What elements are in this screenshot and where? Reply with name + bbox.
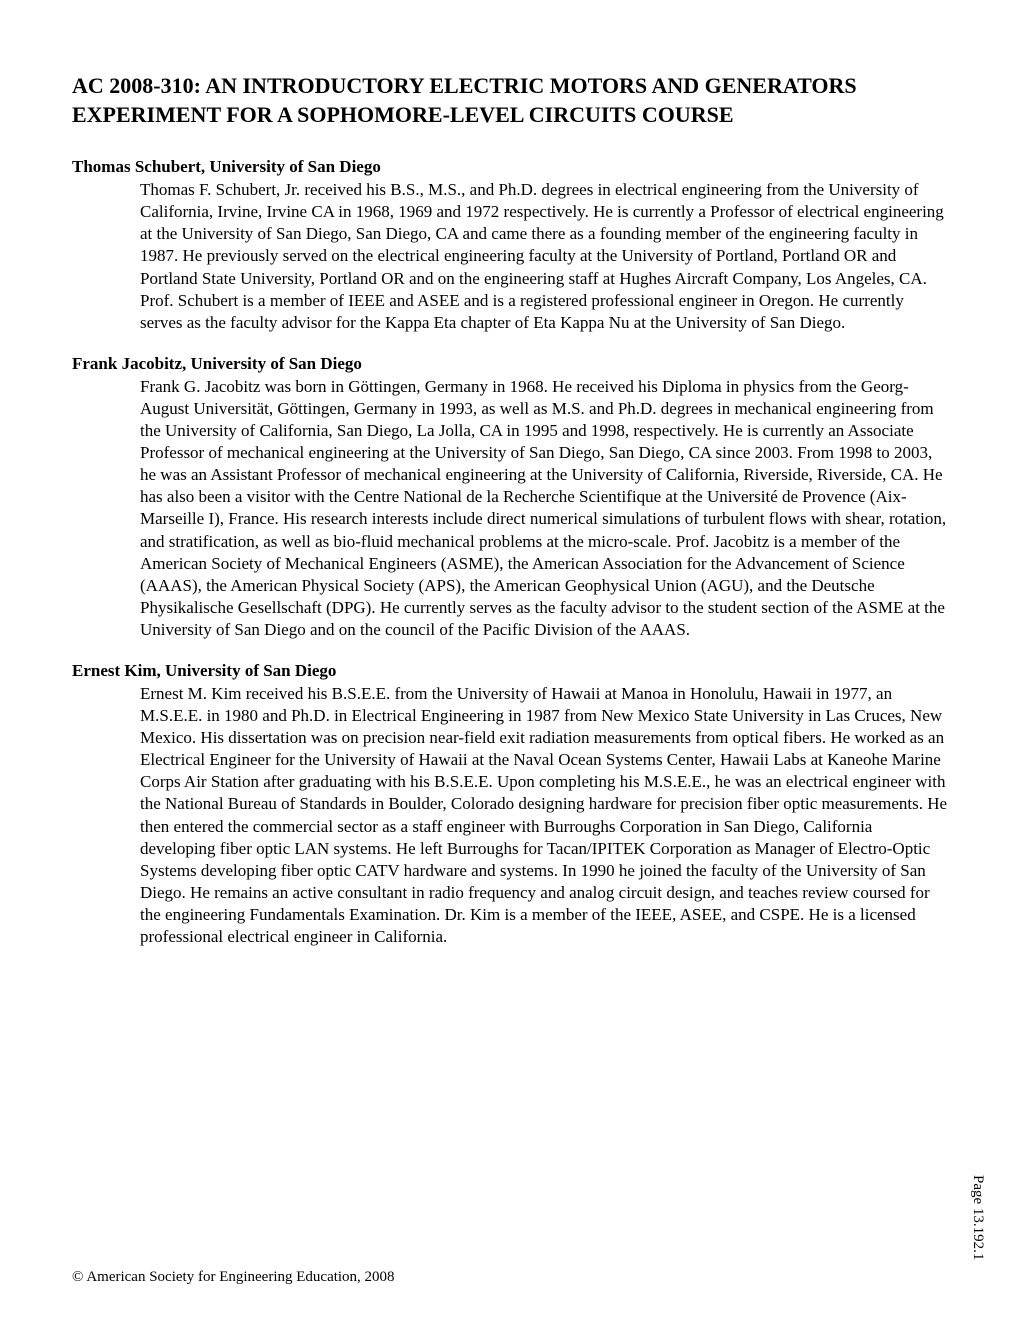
paper-title: AC 2008-310: AN INTRODUCTORY ELECTRIC MO… [72,72,948,129]
author-name-2: Frank Jacobitz, University of San Diego [72,354,948,374]
author-bio-2: Frank G. Jacobitz was born in Göttingen,… [140,376,948,641]
author-section-1: Thomas Schubert, University of San Diego… [72,157,948,334]
author-section-3: Ernest Kim, University of San Diego Erne… [72,661,948,948]
author-bio-1: Thomas F. Schubert, Jr. received his B.S… [140,179,948,334]
author-section-2: Frank Jacobitz, University of San Diego … [72,354,948,641]
page-number: Page 13.192.1 [969,1175,986,1260]
copyright-footer: © American Society for Engineering Educa… [72,1269,395,1286]
author-name-3: Ernest Kim, University of San Diego [72,661,948,681]
author-bio-3: Ernest M. Kim received his B.S.E.E. from… [140,683,948,948]
author-name-1: Thomas Schubert, University of San Diego [72,157,948,177]
